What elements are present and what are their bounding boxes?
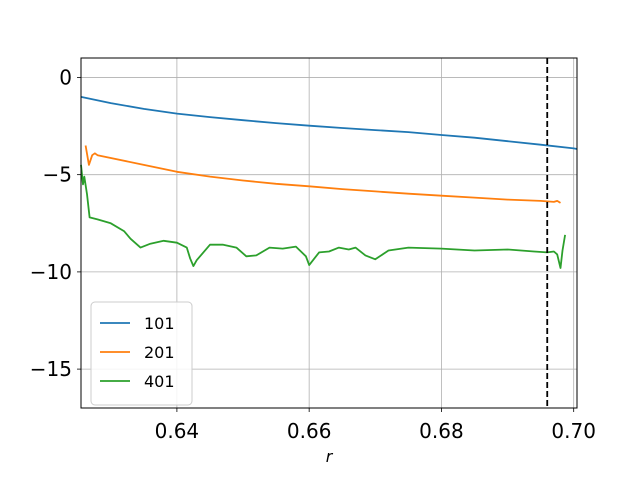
series-line-401 bbox=[80, 164, 566, 269]
legend-label-201: 201 bbox=[144, 343, 175, 362]
y-tick-label: −15 bbox=[30, 357, 72, 381]
x-axis-label: r bbox=[326, 447, 334, 466]
plot-frame bbox=[80, 57, 578, 409]
x-tick-label: 0.66 bbox=[287, 419, 332, 443]
grid-lines bbox=[81, 58, 577, 408]
x-tick-label: 0.68 bbox=[419, 419, 464, 443]
y-tick-label: −10 bbox=[30, 260, 72, 284]
series-line-201 bbox=[84, 145, 561, 204]
legend: 101 201 401 bbox=[90, 301, 193, 406]
legend-label-401: 401 bbox=[144, 372, 175, 391]
y-tick-label: 0 bbox=[59, 65, 72, 89]
y-tick-label: −5 bbox=[43, 163, 72, 187]
axis-ticks: 0.64 0.66 0.68 0.70 0 −5 −10 −15 bbox=[30, 65, 596, 443]
legend-label-101: 101 bbox=[144, 314, 175, 333]
legend-box bbox=[90, 301, 193, 406]
x-tick-label: 0.70 bbox=[551, 419, 596, 443]
x-tick-label: 0.64 bbox=[155, 419, 200, 443]
series-line-101 bbox=[80, 96, 578, 150]
series-lines bbox=[80, 96, 578, 269]
